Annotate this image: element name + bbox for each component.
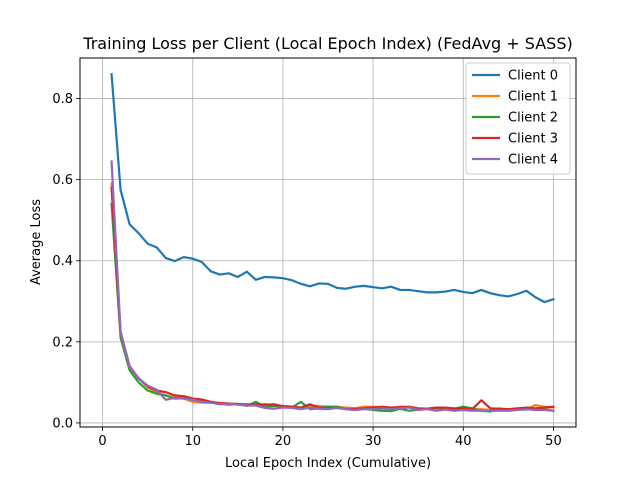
y-tick-label: 0.6 xyxy=(52,173,73,188)
legend-label: Client 2 xyxy=(508,111,558,126)
y-axis-label: Average Loss xyxy=(29,199,44,285)
legend-box xyxy=(465,62,571,175)
legend: Client 0 Client 1 Client 2 Client 3 Client 4 xyxy=(465,62,571,175)
x-tick-label: 30 xyxy=(365,434,382,449)
y-tick-label: 0.2 xyxy=(52,335,73,350)
x-tick-label: 40 xyxy=(455,434,472,449)
series-lines xyxy=(110,73,555,413)
legend-label: Client 0 xyxy=(508,69,558,84)
x-tick-label: 10 xyxy=(184,434,201,449)
legend-label: Client 1 xyxy=(508,90,558,105)
y-tick-label: 0.0 xyxy=(52,416,73,431)
x-axis-label: Local Epoch Index (Cumulative) xyxy=(225,456,431,471)
series-line-client-0 xyxy=(110,73,555,304)
legend-label: Client 3 xyxy=(508,132,558,147)
plot-frame xyxy=(79,57,577,428)
y-tick-label: 0.8 xyxy=(52,92,73,107)
x-tick-label: 0 xyxy=(98,434,106,449)
x-axis-ticks: 0 10 20 30 40 50 xyxy=(98,427,562,449)
y-tick-label: 0.4 xyxy=(52,254,73,269)
legend-label: Client 4 xyxy=(508,153,558,168)
x-tick-label: 50 xyxy=(545,434,562,449)
y-axis-ticks: 0.0 0.2 0.4 0.6 0.8 xyxy=(52,92,80,431)
chart-title: Training Loss per Client (Local Epoch In… xyxy=(82,34,572,53)
x-tick-label: 20 xyxy=(275,434,292,449)
series-line-client-4 xyxy=(110,160,555,412)
